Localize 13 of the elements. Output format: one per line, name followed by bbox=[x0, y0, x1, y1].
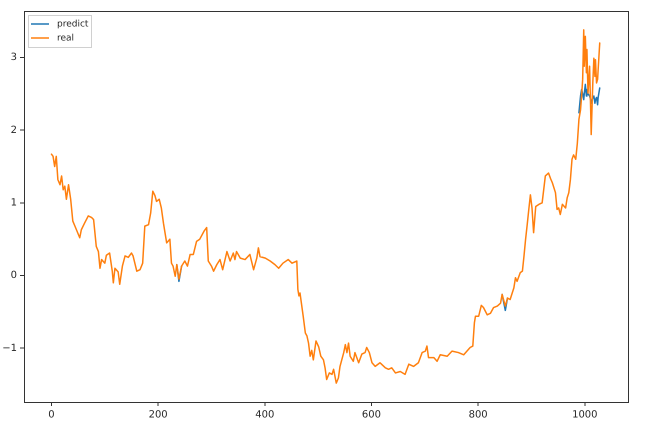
legend-label: real bbox=[57, 33, 74, 44]
legend-label: predict bbox=[57, 19, 89, 30]
x-tick-label: 400 bbox=[255, 410, 274, 421]
x-tick-label: 600 bbox=[362, 410, 382, 421]
x-tick-label: 200 bbox=[148, 410, 168, 421]
y-tick-label: 2 bbox=[10, 124, 17, 136]
y-tick-label: 3 bbox=[10, 52, 17, 64]
x-tick-label: 0 bbox=[48, 410, 55, 421]
x-tick-label: 800 bbox=[468, 410, 488, 421]
y-tick-label: 0 bbox=[10, 270, 17, 282]
y-tick-label: −1 bbox=[2, 342, 17, 354]
y-tick-label: 1 bbox=[10, 197, 17, 208]
x-tick-label: 1000 bbox=[572, 410, 598, 421]
